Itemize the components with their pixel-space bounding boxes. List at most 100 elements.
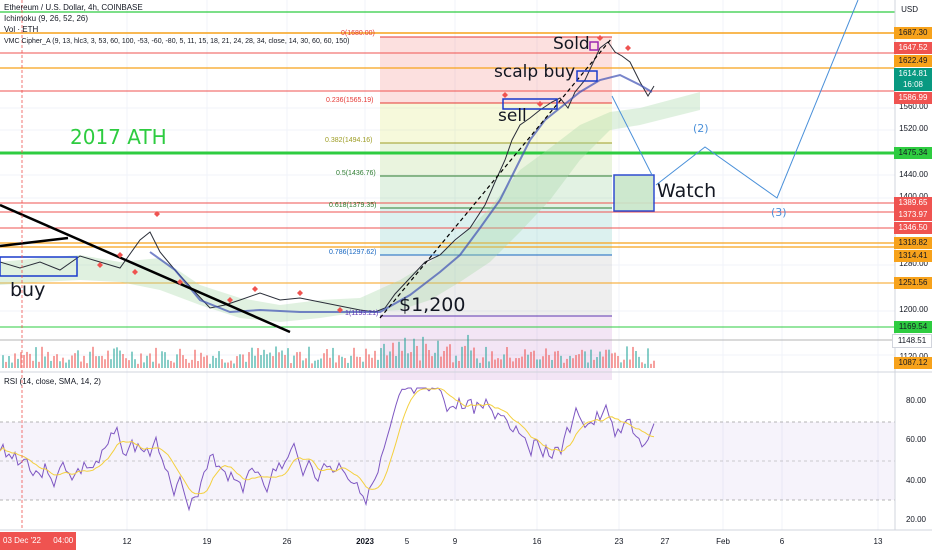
volume-bar [158, 363, 160, 368]
volume-bar [590, 349, 592, 368]
volume-bar [290, 363, 292, 368]
price-label[interactable]: 1251.56 [894, 277, 932, 289]
price-label[interactable]: 1169.54 [894, 321, 932, 333]
currency-label[interactable]: USD [901, 5, 918, 14]
volume-bar [515, 358, 517, 368]
volume-bar [377, 359, 379, 368]
countdown-label[interactable]: 16:08 [894, 79, 932, 91]
volume-bar [212, 355, 214, 368]
volume-bar [563, 362, 565, 368]
downtrend-line [0, 203, 291, 334]
volume-bar [71, 355, 73, 368]
volume-bar [278, 352, 280, 368]
indicator-ichimoku[interactable]: Ichimoku (9, 26, 52, 26) [4, 14, 89, 23]
time-tick: Feb [716, 537, 730, 546]
volume-bar [626, 346, 628, 368]
volume-bar [518, 358, 520, 368]
ath-annotation[interactable]: 2017 ATH [70, 125, 167, 149]
volume-bar [305, 358, 307, 368]
signal-diamond [97, 262, 103, 268]
volume-bar [176, 354, 178, 368]
volume-bar [341, 356, 343, 368]
volume-bar [272, 356, 274, 368]
price-label[interactable]: 1087.12 [894, 357, 932, 369]
volume-bar [14, 353, 16, 368]
price-label[interactable]: 1687.30 [894, 27, 932, 39]
volume-bar [536, 359, 538, 368]
indicator-vmc-cipher[interactable]: VMC Cipher_A (9, 13, hlc3, 3, 53, 60, 10… [4, 38, 350, 45]
volume-bar [356, 356, 358, 368]
price-label[interactable]: 1389.65 [894, 197, 932, 209]
current-price-label[interactable]: 1614.81 [894, 68, 932, 80]
volume-bar [470, 350, 472, 368]
fib-label-618: 0.618(1379.35) [329, 202, 377, 209]
signal-diamond [227, 297, 233, 303]
indicator-volume[interactable]: Vol · ETH [4, 25, 39, 34]
volume-bar [233, 363, 235, 368]
volume-bar [302, 360, 304, 368]
volume-bar [392, 342, 394, 368]
chart-title[interactable]: Ethereum / U.S. Dollar, 4h, COINBASE [4, 3, 143, 12]
volume-bar [308, 346, 310, 368]
volume-bar [131, 351, 133, 368]
sell-annotation[interactable]: sell [498, 106, 527, 126]
volume-bar [551, 359, 553, 368]
price-label[interactable]: 1318.82 [894, 237, 932, 249]
volume-bar [572, 358, 574, 368]
volume-bar [200, 352, 202, 368]
rsi-legend[interactable]: RSI (14, close, SMA, 14, 2) [4, 377, 101, 386]
volume-bar [89, 351, 91, 368]
volume-bar [35, 347, 37, 368]
volume-bar [122, 354, 124, 368]
volume-bar [191, 359, 193, 368]
ath-price-label[interactable]: 1475.34 [894, 147, 932, 159]
volume-bar [647, 348, 649, 368]
price-1200-annotation[interactable]: $1,200 [399, 294, 466, 316]
sell-zone-box[interactable] [502, 98, 558, 110]
volume-bar [497, 358, 499, 368]
time-tick: 12 [122, 537, 132, 546]
volume-bar [512, 361, 514, 368]
watch-zone-box[interactable] [613, 174, 655, 212]
wave-2-label[interactable]: (2) [693, 122, 709, 135]
volume-bar [389, 351, 391, 368]
volume-bar [398, 341, 400, 368]
price-label[interactable]: 1622.49 [894, 55, 932, 67]
volume-bar [269, 352, 271, 368]
wave-3-label[interactable]: (3) [771, 206, 787, 219]
price-label[interactable]: 1373.97 [894, 209, 932, 221]
volume-bar [440, 356, 442, 368]
volume-bar [443, 350, 445, 368]
scalp-buy-annotation[interactable]: scalp buy [494, 62, 576, 82]
buy-zone-box[interactable] [0, 256, 78, 277]
volume-bar [182, 355, 184, 368]
price-label[interactable]: 1346.50 [894, 222, 932, 234]
short-trend-line [0, 236, 69, 248]
volume-bar [185, 358, 187, 368]
price-label[interactable]: 1586.99 [894, 92, 932, 104]
volume-bar [500, 359, 502, 368]
watch-annotation[interactable]: Watch [657, 180, 717, 202]
time-tick: 9 [452, 537, 458, 546]
volume-bar [296, 352, 298, 368]
signal-diamond [337, 307, 343, 313]
volume-bar [134, 359, 136, 368]
volume-bar [248, 352, 250, 368]
current-date-label[interactable]: 03 Dec '22 04:00 [0, 532, 77, 550]
price-label[interactable]: 1647.52 [894, 42, 932, 54]
volume-bar [593, 359, 595, 368]
price-label[interactable]: 1148.51 [892, 334, 932, 348]
volume-bar [632, 346, 634, 368]
scalp-buy-box[interactable] [576, 70, 598, 82]
sold-marker-box[interactable] [589, 41, 599, 51]
volume-bar [476, 358, 478, 368]
signal-diamond [117, 252, 123, 258]
sold-annotation[interactable]: Sold [553, 34, 590, 54]
volume-bar [437, 340, 439, 368]
buy-annotation[interactable]: buy [10, 279, 46, 301]
volume-bar [50, 360, 52, 368]
rsi-tick: 40.00 [905, 476, 926, 485]
price-label[interactable]: 1314.41 [894, 250, 932, 262]
volume-bar [587, 362, 589, 368]
